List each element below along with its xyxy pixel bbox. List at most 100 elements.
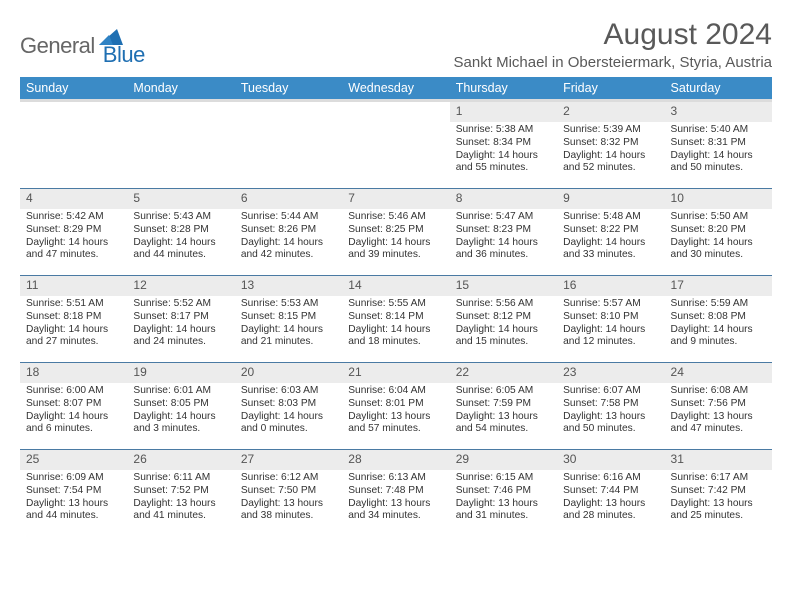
calendar-day: 20Sunrise: 6:03 AMSunset: 8:03 PMDayligh… xyxy=(235,363,342,449)
calendar-day: 26Sunrise: 6:11 AMSunset: 7:52 PMDayligh… xyxy=(127,450,234,536)
calendar-day: 5Sunrise: 5:43 AMSunset: 8:28 PMDaylight… xyxy=(127,189,234,275)
daylight-line: Daylight: 14 hours and 3 minutes. xyxy=(133,411,228,437)
day-number: 28 xyxy=(342,450,449,470)
day-details: Sunrise: 5:48 AMSunset: 8:22 PMDaylight:… xyxy=(557,209,664,268)
day-number: 10 xyxy=(665,189,772,209)
day-number: 14 xyxy=(342,276,449,296)
calendar-day: 9Sunrise: 5:48 AMSunset: 8:22 PMDaylight… xyxy=(557,189,664,275)
calendar-day: 30Sunrise: 6:16 AMSunset: 7:44 PMDayligh… xyxy=(557,450,664,536)
daylight-line: Daylight: 14 hours and 36 minutes. xyxy=(456,237,551,263)
sunrise-line: Sunrise: 6:17 AM xyxy=(671,472,766,485)
sunset-line: Sunset: 8:15 PM xyxy=(241,311,336,324)
day-details: Sunrise: 6:01 AMSunset: 8:05 PMDaylight:… xyxy=(127,383,234,442)
daylight-line: Daylight: 14 hours and 50 minutes. xyxy=(671,150,766,176)
day-number: 18 xyxy=(20,363,127,383)
day-number: 24 xyxy=(665,363,772,383)
day-details: Sunrise: 5:57 AMSunset: 8:10 PMDaylight:… xyxy=(557,296,664,355)
day-details: Sunrise: 5:43 AMSunset: 8:28 PMDaylight:… xyxy=(127,209,234,268)
daylight-line: Daylight: 14 hours and 27 minutes. xyxy=(26,324,121,350)
daylight-line: Daylight: 14 hours and 9 minutes. xyxy=(671,324,766,350)
day-details: Sunrise: 6:16 AMSunset: 7:44 PMDaylight:… xyxy=(557,470,664,529)
daylight-line: Daylight: 13 hours and 44 minutes. xyxy=(26,498,121,524)
sunrise-line: Sunrise: 6:03 AM xyxy=(241,385,336,398)
sunrise-line: Sunrise: 5:53 AM xyxy=(241,298,336,311)
day-details: Sunrise: 6:04 AMSunset: 8:01 PMDaylight:… xyxy=(342,383,449,442)
day-number: 6 xyxy=(235,189,342,209)
sunrise-line: Sunrise: 6:07 AM xyxy=(563,385,658,398)
sunset-line: Sunset: 8:22 PM xyxy=(563,224,658,237)
daylight-line: Daylight: 14 hours and 30 minutes. xyxy=(671,237,766,263)
day-details: Sunrise: 5:52 AMSunset: 8:17 PMDaylight:… xyxy=(127,296,234,355)
calendar-day-empty xyxy=(20,102,127,188)
day-details: Sunrise: 5:42 AMSunset: 8:29 PMDaylight:… xyxy=(20,209,127,268)
weekday-header: Thursday xyxy=(450,77,557,99)
day-number: 20 xyxy=(235,363,342,383)
calendar-day: 2Sunrise: 5:39 AMSunset: 8:32 PMDaylight… xyxy=(557,102,664,188)
day-details: Sunrise: 6:15 AMSunset: 7:46 PMDaylight:… xyxy=(450,470,557,529)
location-subtitle: Sankt Michael in Obersteiermark, Styria,… xyxy=(454,54,772,71)
day-number: 30 xyxy=(557,450,664,470)
day-number: 17 xyxy=(665,276,772,296)
day-details: Sunrise: 5:47 AMSunset: 8:23 PMDaylight:… xyxy=(450,209,557,268)
day-number: 2 xyxy=(557,102,664,122)
weekday-header-row: SundayMondayTuesdayWednesdayThursdayFrid… xyxy=(20,77,772,99)
sunrise-line: Sunrise: 5:48 AM xyxy=(563,211,658,224)
sunset-line: Sunset: 8:14 PM xyxy=(348,311,443,324)
daylight-line: Daylight: 14 hours and 0 minutes. xyxy=(241,411,336,437)
calendar-day: 18Sunrise: 6:00 AMSunset: 8:07 PMDayligh… xyxy=(20,363,127,449)
calendar-day: 8Sunrise: 5:47 AMSunset: 8:23 PMDaylight… xyxy=(450,189,557,275)
day-number: 27 xyxy=(235,450,342,470)
sunrise-line: Sunrise: 5:43 AM xyxy=(133,211,228,224)
day-details: Sunrise: 6:09 AMSunset: 7:54 PMDaylight:… xyxy=(20,470,127,529)
calendar-day-empty xyxy=(342,102,449,188)
day-number: 22 xyxy=(450,363,557,383)
day-details: Sunrise: 5:39 AMSunset: 8:32 PMDaylight:… xyxy=(557,122,664,181)
calendar-week: 1Sunrise: 5:38 AMSunset: 8:34 PMDaylight… xyxy=(20,102,772,188)
day-number: 9 xyxy=(557,189,664,209)
daylight-line: Daylight: 13 hours and 28 minutes. xyxy=(563,498,658,524)
sunset-line: Sunset: 8:07 PM xyxy=(26,398,121,411)
daylight-line: Daylight: 13 hours and 31 minutes. xyxy=(456,498,551,524)
sunrise-line: Sunrise: 5:56 AM xyxy=(456,298,551,311)
sunrise-line: Sunrise: 5:42 AM xyxy=(26,211,121,224)
sunrise-line: Sunrise: 6:09 AM xyxy=(26,472,121,485)
day-details: Sunrise: 5:46 AMSunset: 8:25 PMDaylight:… xyxy=(342,209,449,268)
day-number: 15 xyxy=(450,276,557,296)
day-details: Sunrise: 6:07 AMSunset: 7:58 PMDaylight:… xyxy=(557,383,664,442)
sunset-line: Sunset: 8:20 PM xyxy=(671,224,766,237)
day-number: 13 xyxy=(235,276,342,296)
day-number: 26 xyxy=(127,450,234,470)
header: General Blue August 2024 Sankt Michael i… xyxy=(20,18,772,71)
calendar-day: 3Sunrise: 5:40 AMSunset: 8:31 PMDaylight… xyxy=(665,102,772,188)
calendar-week: 18Sunrise: 6:00 AMSunset: 8:07 PMDayligh… xyxy=(20,362,772,449)
day-number: 7 xyxy=(342,189,449,209)
day-details: Sunrise: 5:56 AMSunset: 8:12 PMDaylight:… xyxy=(450,296,557,355)
weekday-header: Saturday xyxy=(665,77,772,99)
day-number: 11 xyxy=(20,276,127,296)
daylight-line: Daylight: 14 hours and 44 minutes. xyxy=(133,237,228,263)
sunset-line: Sunset: 8:01 PM xyxy=(348,398,443,411)
sunset-line: Sunset: 8:26 PM xyxy=(241,224,336,237)
daylight-line: Daylight: 14 hours and 39 minutes. xyxy=(348,237,443,263)
sunset-line: Sunset: 8:28 PM xyxy=(133,224,228,237)
calendar-day-empty xyxy=(127,102,234,188)
calendar-day: 22Sunrise: 6:05 AMSunset: 7:59 PMDayligh… xyxy=(450,363,557,449)
day-details: Sunrise: 5:51 AMSunset: 8:18 PMDaylight:… xyxy=(20,296,127,355)
day-number: 23 xyxy=(557,363,664,383)
page-title: August 2024 xyxy=(454,18,772,52)
sunrise-line: Sunrise: 5:57 AM xyxy=(563,298,658,311)
daylight-line: Daylight: 14 hours and 33 minutes. xyxy=(563,237,658,263)
calendar-week: 25Sunrise: 6:09 AMSunset: 7:54 PMDayligh… xyxy=(20,449,772,536)
day-details: Sunrise: 5:38 AMSunset: 8:34 PMDaylight:… xyxy=(450,122,557,181)
sunset-line: Sunset: 8:32 PM xyxy=(563,137,658,150)
calendar-day: 28Sunrise: 6:13 AMSunset: 7:48 PMDayligh… xyxy=(342,450,449,536)
sunset-line: Sunset: 8:10 PM xyxy=(563,311,658,324)
sunset-line: Sunset: 8:29 PM xyxy=(26,224,121,237)
calendar-day: 6Sunrise: 5:44 AMSunset: 8:26 PMDaylight… xyxy=(235,189,342,275)
daylight-line: Daylight: 13 hours and 41 minutes. xyxy=(133,498,228,524)
sunset-line: Sunset: 8:17 PM xyxy=(133,311,228,324)
sunset-line: Sunset: 8:12 PM xyxy=(456,311,551,324)
daylight-line: Daylight: 13 hours and 50 minutes. xyxy=(563,411,658,437)
calendar-day: 17Sunrise: 5:59 AMSunset: 8:08 PMDayligh… xyxy=(665,276,772,362)
sunset-line: Sunset: 7:46 PM xyxy=(456,485,551,498)
